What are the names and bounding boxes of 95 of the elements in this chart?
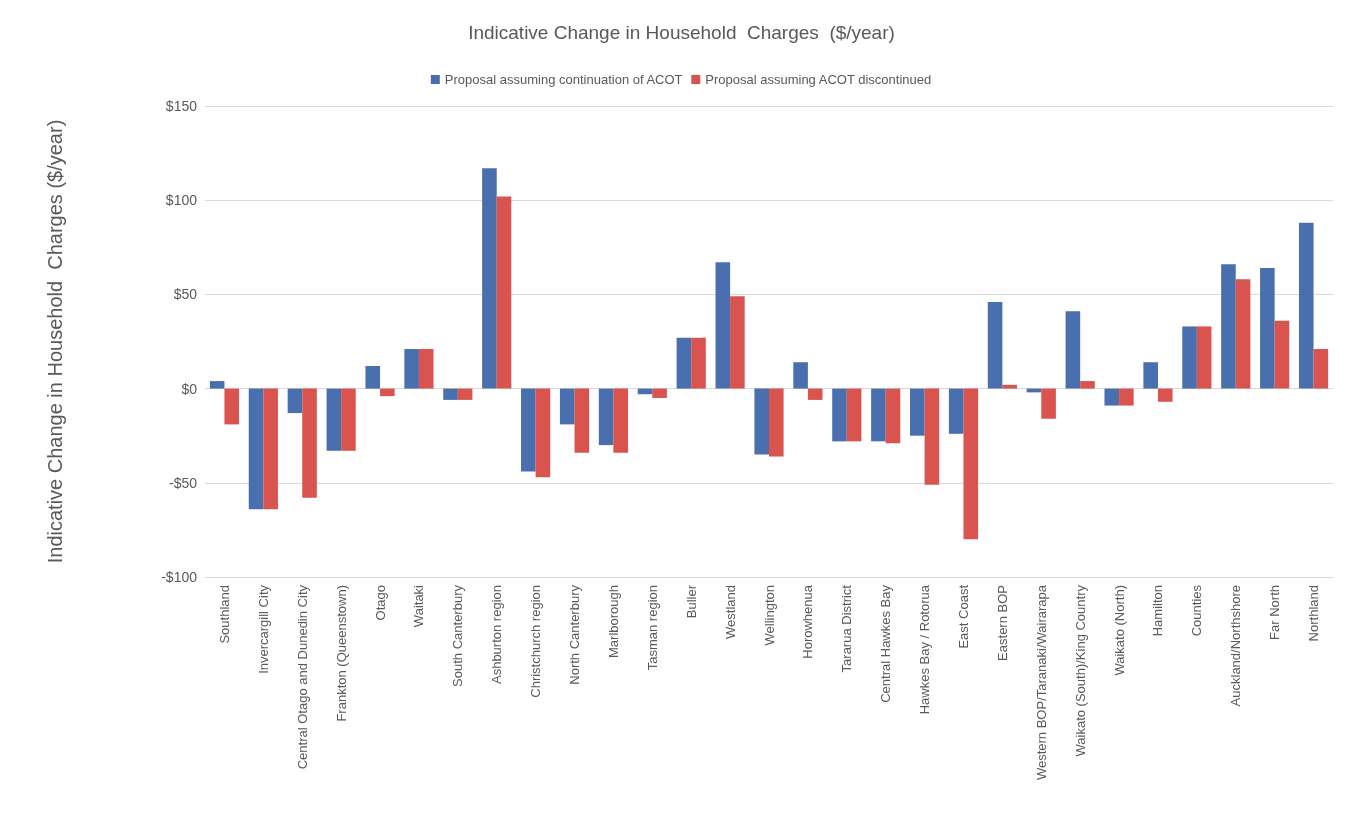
x-tick-label: Buller xyxy=(683,584,699,619)
bar xyxy=(871,388,886,442)
bar xyxy=(209,381,225,389)
x-tick-label: Frankton (Queenstown) xyxy=(333,585,349,722)
x-tick-label: Southland xyxy=(216,585,232,644)
bar xyxy=(1235,279,1251,389)
x-tick-label: Central Otago and Dunedin City xyxy=(294,584,310,770)
bar xyxy=(691,337,706,389)
bar xyxy=(224,388,240,425)
x-tick-label: Waitaki xyxy=(411,584,427,628)
bar xyxy=(910,388,925,436)
bar xyxy=(613,388,628,453)
x-tick-label: Westland xyxy=(722,585,738,639)
x-tick-label: Western BOP/Taranaki/Wairarapa xyxy=(1033,584,1049,781)
bar xyxy=(263,388,278,510)
bar xyxy=(1196,326,1212,389)
bar xyxy=(521,388,536,472)
bar xyxy=(1143,362,1158,389)
y-tick-label: $100 xyxy=(165,192,198,209)
x-tick-label: South Canterbury xyxy=(450,584,466,687)
x-tick-label: Northland xyxy=(1306,585,1322,642)
legend-label: Proposal assuming ACOT discontinued xyxy=(705,72,932,87)
bar xyxy=(948,388,964,434)
bar xyxy=(1274,320,1290,389)
bar xyxy=(769,388,784,457)
bar xyxy=(924,388,940,485)
bar xyxy=(598,388,614,446)
x-tick-label: Invercargill City xyxy=(255,584,271,674)
bar xyxy=(1104,388,1120,406)
bar xyxy=(1182,326,1197,389)
bar xyxy=(793,362,808,389)
bar xyxy=(832,388,847,442)
bar xyxy=(676,337,692,389)
x-tick-label: Waikato (South)/King Country xyxy=(1072,584,1088,757)
x-tick-label: Eastern BOP xyxy=(994,585,1010,661)
bar xyxy=(885,388,901,444)
legend-label: Proposal assuming continuation of ACOT xyxy=(444,72,683,87)
bar xyxy=(1313,349,1329,389)
y-tick-label: $0 xyxy=(181,380,198,397)
x-tick-label: East Coast xyxy=(955,584,971,649)
bar xyxy=(287,388,303,414)
bar xyxy=(1157,388,1173,402)
x-tick-label: Ashburton region xyxy=(489,585,505,685)
x-tick-label: Christchurch region xyxy=(528,585,544,698)
y-tick-label: -$100 xyxy=(161,569,198,585)
x-tick-label: Tasman region xyxy=(644,585,660,671)
bar xyxy=(807,388,823,400)
bar xyxy=(652,388,667,399)
bar xyxy=(963,388,979,540)
y-tick-label: $50 xyxy=(173,286,198,303)
bar xyxy=(380,388,395,397)
bar xyxy=(302,388,317,498)
y-tick-label: $150 xyxy=(165,98,198,114)
bar xyxy=(754,388,769,455)
bar xyxy=(443,388,458,400)
x-tick-label: Otago xyxy=(372,585,388,621)
x-tick-label: Central Hawkes Bay xyxy=(878,584,894,703)
bar xyxy=(341,388,356,451)
bar xyxy=(326,388,342,451)
bar xyxy=(574,388,590,453)
bar xyxy=(404,349,419,389)
x-tick-label: Hamilton xyxy=(1150,585,1166,637)
bar xyxy=(418,349,434,389)
chart-title: Indicative Change in Household Charges ($/year) xyxy=(468,22,895,43)
bar xyxy=(496,196,512,389)
x-tick-label: Hawkes Bay / Rotorua xyxy=(917,584,933,715)
x-tick-label: Marlborough xyxy=(605,585,621,658)
bar xyxy=(730,296,745,389)
bar xyxy=(559,388,575,425)
bar xyxy=(482,168,497,389)
bar xyxy=(248,388,264,510)
bar xyxy=(1080,381,1095,389)
y-tick-label: -$50 xyxy=(168,474,198,491)
x-tick-label: Wellington xyxy=(761,585,777,646)
bar xyxy=(1041,388,1056,419)
bar xyxy=(1119,388,1134,406)
bar xyxy=(1002,384,1017,389)
x-tick-label: Auckland/Northshore xyxy=(1228,585,1244,707)
bar xyxy=(457,388,473,400)
x-tick-label: Tararua District xyxy=(839,584,855,673)
x-tick-label: Horowhenua xyxy=(800,584,816,659)
bar xyxy=(1260,268,1275,389)
bar xyxy=(846,388,862,442)
x-tick-label: Waikato (North) xyxy=(1111,585,1127,676)
x-tick-label: Far North xyxy=(1267,585,1283,640)
bar xyxy=(987,301,1003,389)
y-axis-title: Indicative Change in Household Charges ($/year) xyxy=(44,119,66,564)
bar xyxy=(715,262,731,389)
bar xyxy=(535,388,551,478)
bar xyxy=(1065,311,1081,389)
x-tick-label: Counties xyxy=(1189,584,1205,637)
bar xyxy=(365,365,381,389)
bar xyxy=(1298,222,1314,389)
bar xyxy=(1221,264,1236,389)
x-tick-label: North Canterbury xyxy=(567,584,583,685)
